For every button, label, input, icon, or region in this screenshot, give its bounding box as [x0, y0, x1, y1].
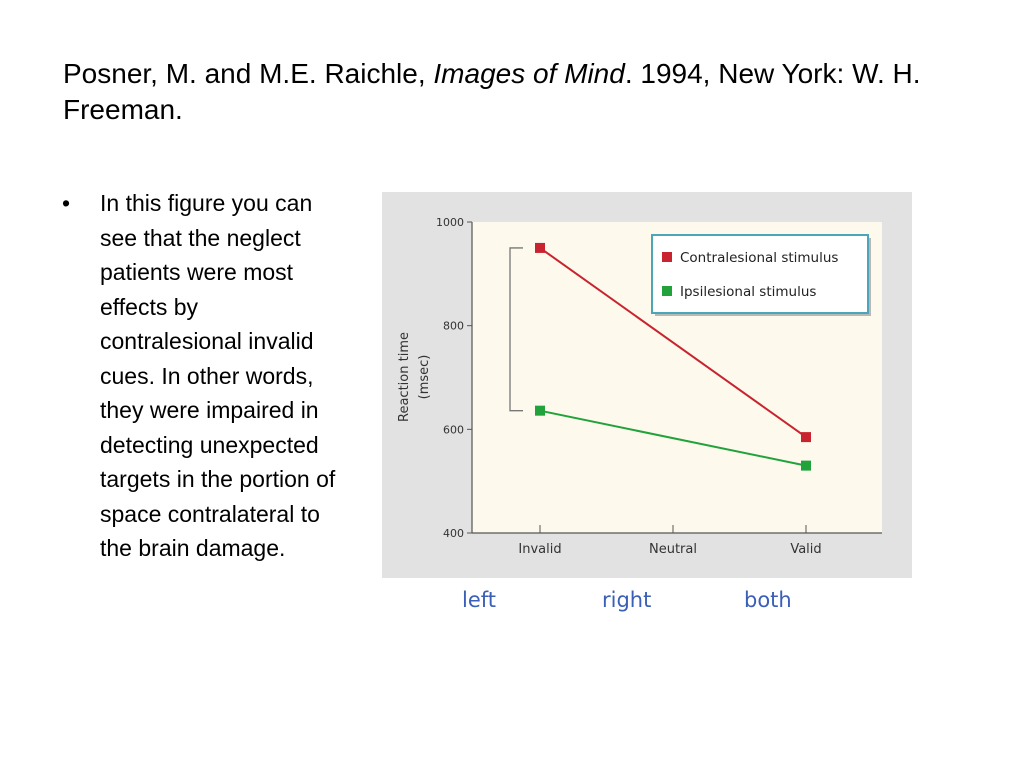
- x-tick-label: Neutral: [649, 542, 697, 557]
- legend-box: [651, 234, 869, 314]
- y-axis-label-line: (msec): [417, 355, 432, 400]
- bullet-text: In this figure you can see that the negl…: [100, 190, 336, 561]
- y-axis-label-line: Reaction time: [397, 332, 412, 422]
- data-point: [535, 405, 545, 416]
- y-ticks: 400 600 800 1000: [436, 216, 472, 540]
- y-tick-label: 400: [443, 527, 464, 540]
- bullet-symbol: •: [62, 190, 71, 216]
- series-ipsilesional: [535, 405, 811, 471]
- x-tick-label: Invalid: [518, 542, 561, 557]
- y-tick-label: 800: [443, 320, 464, 333]
- series-line: [539, 409, 807, 467]
- legend-swatch: [662, 286, 672, 296]
- title-publication: . 1994, New York: W. H. Freeman.: [63, 58, 921, 125]
- title-book: Images of Mind: [433, 58, 625, 89]
- scene-label-right: right: [602, 588, 652, 612]
- figure: 400 600 800 1000 Invalid Neutral Valid Reacti…: [382, 192, 912, 578]
- scene-label-both: both: [744, 588, 792, 612]
- series-contralesional: [535, 242, 811, 443]
- data-point: [535, 242, 545, 253]
- data-point: [801, 432, 811, 443]
- x-tick-label: Valid: [790, 542, 821, 557]
- y-axis-label: Reaction time (msec): [397, 332, 432, 422]
- series-layer: [535, 242, 811, 471]
- y-tick-label: 600: [443, 423, 464, 436]
- scene-labels: left right both: [382, 584, 912, 624]
- reaction-time-chart: 400 600 800 1000 Invalid Neutral Valid Reacti…: [382, 192, 912, 578]
- slide-title: Posner, M. and M.E. Raichle, Images of M…: [63, 56, 963, 128]
- legend-swatch: [662, 252, 672, 262]
- x-ticks: Invalid Neutral Valid: [518, 525, 822, 557]
- y-tick-label: 1000: [436, 216, 464, 229]
- legend-label: Ipsilesional stimulus: [680, 284, 816, 300]
- legend: Contralesional stimulus Ipsilesional stim…: [651, 234, 871, 316]
- data-point: [801, 460, 811, 471]
- legend-label: Contralesional stimulus: [680, 250, 838, 266]
- title-authors: Posner, M. and M.E. Raichle,: [63, 58, 434, 89]
- series-line: [539, 247, 807, 438]
- scene-label-left: left: [462, 588, 497, 612]
- invalid-difference-bracket: [509, 247, 523, 412]
